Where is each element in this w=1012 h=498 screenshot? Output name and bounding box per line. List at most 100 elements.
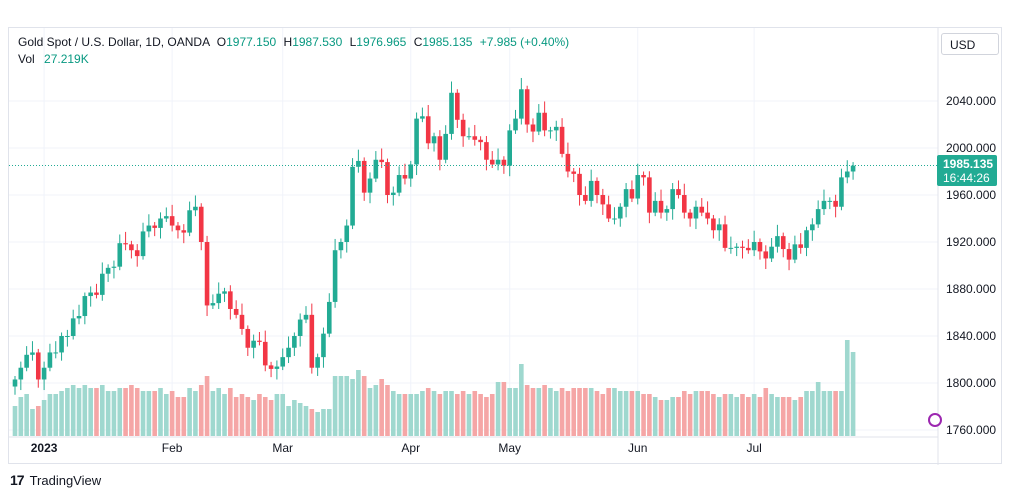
volume-bar bbox=[484, 397, 489, 436]
volume-bar bbox=[18, 397, 24, 436]
volume-bar bbox=[798, 397, 803, 436]
volume-bar bbox=[385, 385, 390, 436]
volume-bar bbox=[309, 409, 315, 436]
symbol-label[interactable]: Gold Spot / U.S. Dollar, 1D, OANDA bbox=[18, 35, 210, 49]
volume-bar bbox=[129, 385, 134, 436]
volume-bar bbox=[251, 400, 256, 436]
candle-body bbox=[606, 204, 611, 219]
volume-bar bbox=[82, 385, 88, 436]
candle-body bbox=[76, 316, 82, 319]
candle-body bbox=[524, 89, 530, 125]
candle-body bbox=[129, 244, 134, 251]
timezone-circle-icon[interactable] bbox=[928, 413, 942, 427]
volume-bar bbox=[123, 388, 128, 436]
volume-bar bbox=[30, 409, 35, 436]
volume-bar bbox=[169, 391, 175, 436]
candle-body bbox=[798, 244, 803, 248]
candle-body bbox=[530, 124, 536, 132]
volume-bar bbox=[53, 394, 59, 436]
volume-bar bbox=[391, 391, 396, 436]
candle-body bbox=[775, 236, 780, 247]
candle-body bbox=[204, 242, 210, 306]
volume-bar bbox=[815, 382, 821, 436]
candle-body bbox=[210, 303, 216, 306]
volume-bar bbox=[59, 391, 64, 436]
volume-bar bbox=[606, 388, 611, 436]
volume-bar bbox=[408, 394, 414, 436]
volume-label[interactable]: Vol bbox=[18, 52, 35, 66]
volume-bar bbox=[676, 397, 681, 436]
candle-body bbox=[420, 116, 425, 119]
volume-bar bbox=[775, 397, 780, 436]
candle-body bbox=[687, 212, 693, 219]
candle-body bbox=[769, 246, 774, 259]
volume-bar bbox=[536, 388, 542, 436]
volume-bar bbox=[623, 391, 629, 436]
brand-name[interactable]: TradingView bbox=[29, 472, 102, 488]
candle-body bbox=[169, 216, 175, 226]
candle-body bbox=[617, 206, 623, 219]
candle-body bbox=[839, 177, 844, 207]
candle-body bbox=[233, 308, 239, 315]
candle-body bbox=[164, 216, 169, 219]
candle-body bbox=[763, 251, 769, 259]
x-tick-label: Jun bbox=[628, 441, 647, 455]
volume-bar bbox=[94, 388, 99, 436]
volume-bar bbox=[763, 388, 769, 436]
candle-body bbox=[326, 301, 332, 334]
volume-bar bbox=[425, 388, 431, 436]
candle-body bbox=[385, 162, 390, 195]
volume-bar bbox=[548, 388, 553, 436]
volume-bar bbox=[158, 388, 163, 436]
price-chart[interactable]: 1760.000 1800.000 1840.000 1880.000 1920.000… bbox=[9, 28, 1003, 465]
volume-bar bbox=[786, 397, 792, 436]
candle-body bbox=[361, 160, 367, 193]
candle-body bbox=[251, 340, 256, 348]
volume-bar bbox=[658, 400, 664, 436]
chart-frame[interactable]: 1760.000 1800.000 1840.000 1880.000 1920.000… bbox=[8, 27, 1003, 465]
volume-bar bbox=[757, 397, 763, 436]
candle-body bbox=[780, 236, 786, 250]
candle-body bbox=[146, 225, 152, 232]
volume-bar bbox=[379, 379, 384, 436]
candle-body bbox=[402, 175, 408, 179]
candle-body bbox=[658, 200, 664, 213]
volume-bar bbox=[373, 385, 379, 436]
volume-bar bbox=[356, 370, 361, 436]
candle-body bbox=[734, 246, 739, 248]
low-value: 1976.965 bbox=[356, 35, 407, 49]
volume-bar bbox=[810, 391, 815, 436]
candle-body bbox=[612, 218, 617, 220]
candle-body bbox=[513, 118, 518, 131]
volume-bar bbox=[495, 382, 501, 436]
candle-body bbox=[24, 354, 29, 368]
candle-body bbox=[134, 250, 140, 257]
tradingview-logo-icon[interactable]: 17 bbox=[10, 472, 25, 488]
currency-button[interactable]: USD bbox=[941, 33, 999, 55]
candle-body bbox=[41, 367, 47, 380]
candle-body bbox=[455, 92, 460, 120]
x-tick-label: Jul bbox=[746, 441, 761, 455]
volume-bar bbox=[35, 406, 41, 436]
candle-body bbox=[484, 142, 489, 160]
candle-body bbox=[565, 153, 571, 172]
candle-body bbox=[728, 247, 734, 249]
last-price-value: 1985.135 bbox=[943, 157, 994, 171]
volume-bar bbox=[466, 394, 472, 436]
candle-body bbox=[396, 175, 402, 193]
candle-body bbox=[297, 319, 303, 336]
volume-bar bbox=[367, 388, 373, 436]
candle-body bbox=[350, 166, 355, 226]
candle-body bbox=[746, 247, 751, 251]
candle-body bbox=[187, 210, 192, 233]
candle-body bbox=[583, 195, 588, 201]
x-tick-label: Feb bbox=[162, 441, 183, 455]
volume-bar bbox=[769, 394, 774, 436]
volume-bar bbox=[716, 397, 722, 436]
volume-bar bbox=[303, 406, 309, 436]
volume-bar bbox=[262, 397, 268, 436]
volume-bar bbox=[821, 391, 827, 436]
candle-body bbox=[158, 218, 163, 228]
volume-bar bbox=[47, 394, 53, 436]
volume-bar bbox=[210, 391, 216, 436]
